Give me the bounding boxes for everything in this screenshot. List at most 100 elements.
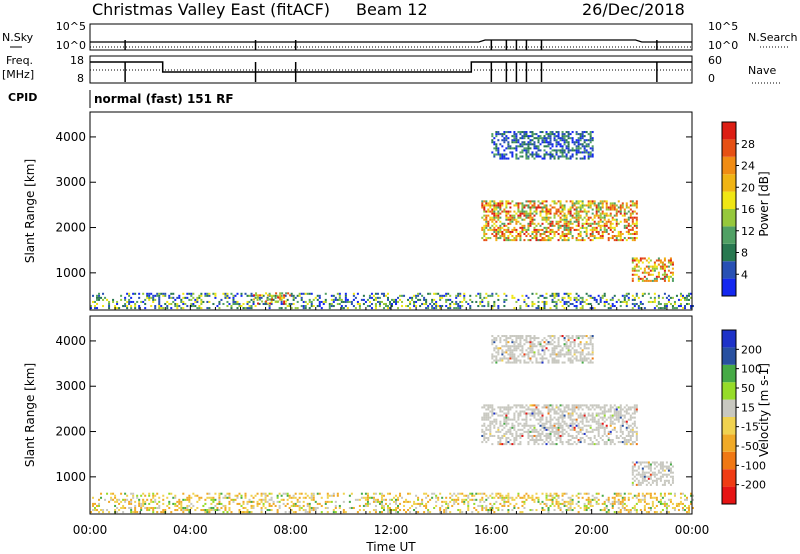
echo-cell [250, 292, 253, 295]
echo-cell [583, 300, 586, 303]
echo-cell [483, 422, 486, 425]
echo-cell [613, 204, 616, 207]
echo-cell [559, 349, 562, 352]
echo-cell [569, 343, 572, 346]
echo-cell [489, 494, 492, 497]
echo-cell [497, 210, 500, 213]
echo-cell [605, 498, 608, 501]
echo-cell [549, 230, 552, 233]
echo-cell [188, 504, 191, 507]
echo-cell [531, 494, 534, 497]
echo-cell [485, 292, 488, 295]
echo-cell [669, 257, 672, 260]
echo-cell [429, 511, 432, 514]
echo-cell [629, 424, 632, 427]
echo-cell [144, 302, 147, 306]
echo-cell [204, 502, 207, 505]
echo-cell [543, 149, 546, 152]
echo-cell [521, 294, 524, 297]
echo-cell [362, 298, 365, 301]
echo-cell [531, 305, 534, 308]
echo-cell [591, 222, 594, 225]
echo-cell [493, 216, 496, 219]
echo-cell [525, 337, 528, 340]
echo-cell [495, 418, 498, 421]
echo-cell [501, 157, 504, 160]
echo-cell [585, 235, 588, 238]
echo-cell [531, 341, 534, 344]
echo-cell [561, 434, 564, 437]
echo-cell [575, 139, 578, 142]
echo-cell [561, 492, 564, 495]
echo-cell [557, 353, 560, 356]
echo-cell [503, 420, 506, 423]
echo-cell [298, 500, 301, 503]
echo-cell [374, 298, 377, 301]
echo-cell [563, 296, 566, 299]
echo-cell [146, 294, 149, 297]
echo-cell [298, 506, 301, 510]
echo-cell [585, 212, 588, 215]
echo-cell [439, 294, 442, 297]
echo-cell [571, 422, 574, 425]
echo-cell [561, 214, 564, 217]
echo-cell [609, 432, 612, 435]
echo-cell [521, 404, 524, 407]
echo-cell [569, 496, 572, 499]
echo-cell [669, 296, 672, 299]
echo-cell [623, 414, 626, 417]
echo-cell [260, 511, 263, 514]
echo-cell [547, 237, 550, 240]
echo-cell [543, 206, 546, 209]
echo-cell [477, 511, 480, 514]
echo-cell [489, 420, 492, 423]
echo-cell [419, 502, 422, 505]
echo-cell [326, 496, 329, 499]
echo-cell [569, 232, 572, 236]
echo-cell [483, 206, 486, 209]
echo-cell [669, 492, 672, 495]
echo-cell [310, 300, 313, 303]
echo-cell [561, 410, 564, 413]
echo-cell [515, 153, 518, 156]
echo-cell [509, 406, 512, 409]
echo-cell [521, 410, 524, 413]
echo-cell [541, 131, 544, 134]
echo-cell [519, 443, 522, 446]
echo-cell [521, 335, 524, 338]
echo-cell [483, 210, 486, 213]
echo-cell [509, 151, 512, 154]
echo-cell [637, 494, 640, 497]
echo-cell [631, 481, 634, 484]
echo-cell [515, 141, 518, 144]
echo-cell [148, 296, 151, 299]
echo-cell [545, 133, 548, 136]
echo-cell [631, 430, 634, 433]
echo-cell [567, 143, 570, 146]
echo-cell [553, 432, 556, 435]
echo-cell [292, 504, 295, 507]
echo-cell [370, 292, 373, 295]
echo-cell [599, 208, 602, 211]
echo-cell [545, 347, 548, 350]
echo-cell [631, 212, 634, 215]
echo-cell [569, 337, 572, 340]
echo-cell [575, 307, 578, 310]
echo-cell [497, 430, 500, 433]
echo-cell [531, 302, 534, 306]
echo-cell [649, 300, 652, 303]
echo-cell [553, 214, 556, 217]
echo-cell [485, 498, 488, 501]
echo-cell [565, 155, 568, 158]
echo-cell [623, 441, 626, 444]
echo-cell [541, 406, 544, 409]
echo-cell [633, 202, 636, 205]
echo-cell [523, 418, 526, 421]
echo-cell [617, 494, 620, 497]
echo-cell [483, 432, 486, 435]
echo-cell [563, 204, 566, 207]
echo-cell [569, 137, 572, 140]
echo-cell [521, 210, 524, 213]
echo-cell [176, 500, 179, 503]
echo-cell [248, 307, 251, 310]
